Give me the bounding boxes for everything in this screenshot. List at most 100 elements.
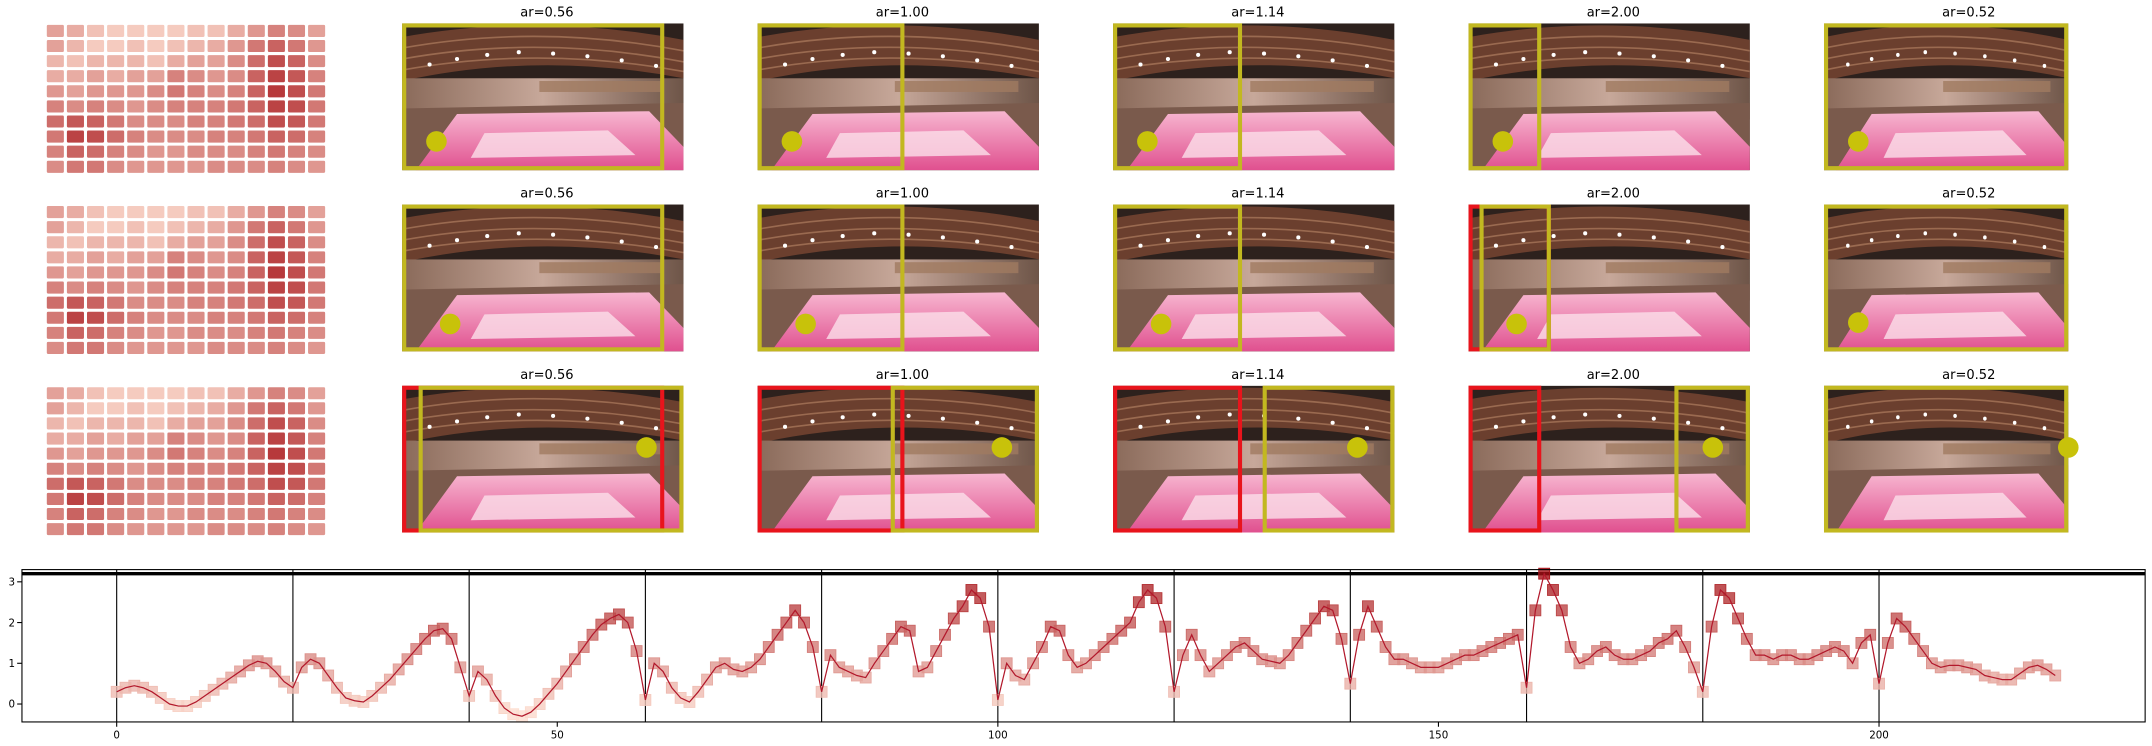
heatmap-cell: [45, 461, 65, 476]
heatmap-cell: [166, 114, 186, 129]
heatmap-cell: [106, 295, 125, 310]
heatmap-cell: [106, 39, 125, 53]
heatmap-cell: [287, 114, 306, 129]
heatmap-cell: [186, 386, 206, 401]
focus-dot: [636, 437, 657, 458]
panel-title: ar=0.52: [1942, 6, 1995, 21]
heatmap-cell: [66, 265, 85, 280]
image-panel: ar=0.56: [402, 6, 684, 171]
heatmap-cell: [106, 159, 125, 174]
heatmap-cell: [246, 24, 266, 38]
heatmap-cell: [66, 325, 85, 340]
heatmap-cell: [106, 325, 125, 340]
heatmap-cell: [166, 280, 186, 295]
heatmap-cell: [66, 220, 85, 235]
heatmap-cell: [146, 99, 166, 114]
heatmap-cell: [206, 492, 226, 506]
heatmap-cell: [86, 295, 105, 310]
panel-title: ar=1.14: [1231, 6, 1284, 21]
photo: [1823, 385, 2069, 533]
heatmap-cell: [166, 205, 186, 219]
heatmap-cell: [86, 310, 105, 325]
heatmap-cell: [206, 205, 226, 219]
focus-dot: [2057, 437, 2079, 458]
heatmap-cell: [267, 69, 286, 84]
heatmap-cell: [307, 220, 326, 235]
heatmap-cell: [246, 280, 266, 295]
red-box: [1113, 385, 1243, 533]
heatmap-cell: [307, 265, 326, 280]
heatmap-cell: [186, 84, 206, 99]
heatmap-cell: [45, 310, 65, 325]
image-panel: ar=1.00: [757, 368, 1039, 533]
heatmap-cell: [307, 476, 326, 491]
photo: [1113, 385, 1395, 533]
panel-title: ar=1.14: [1231, 368, 1284, 383]
heatmap-cell: [45, 416, 65, 431]
x-tick-label: 50: [551, 729, 564, 741]
heatmap-cell: [206, 401, 226, 416]
heatmap-cell: [106, 431, 125, 446]
heatmap-cell: [206, 522, 226, 536]
heatmap-cell: [307, 144, 326, 159]
heatmap-cell: [66, 129, 85, 144]
heatmap-cell: [226, 114, 246, 129]
panel-title: ar=2.00: [1587, 187, 1640, 202]
heatmap-cell: [287, 492, 306, 506]
heatmap-cell: [126, 250, 146, 265]
image-panel: ar=1.00: [757, 6, 1039, 171]
heatmap-cell: [126, 159, 146, 174]
heatmap-cell: [86, 144, 105, 159]
heatmap-cell: [166, 492, 186, 506]
heatmap-cell: [126, 431, 146, 446]
heatmap-cell: [66, 310, 85, 325]
heatmap-cell: [267, 250, 286, 265]
image-panel: ar=0.56: [402, 368, 684, 533]
heatmap-cell: [267, 129, 286, 144]
heatmap-cell: [287, 476, 306, 491]
line-chart: 0 50 100 150 200 0 1 2 3: [9, 567, 2146, 741]
yellow-box: [1823, 23, 2069, 171]
heatmap-cell: [226, 476, 246, 491]
heatmap-cell: [66, 386, 85, 401]
heatmap-cell: [166, 235, 186, 250]
heatmap-cell: [66, 476, 85, 491]
heatmap-cell: [287, 522, 306, 536]
panel-title: ar=0.56: [520, 368, 573, 383]
heatmap-cell: [146, 401, 166, 416]
heatmap-cell: [307, 99, 326, 114]
heatmap-cell: [166, 84, 186, 99]
heatmap-cell: [186, 99, 206, 114]
heatmap-cell: [66, 250, 85, 265]
heatmap-cell: [226, 159, 246, 174]
heatmap-cell: [106, 24, 125, 38]
heatmap-cell: [146, 416, 166, 431]
heatmap-cell: [106, 84, 125, 99]
focus-dot: [1137, 131, 1158, 152]
yellow-box: [1823, 204, 2069, 352]
heatmap-cell: [267, 461, 286, 476]
heatmap-cell: [287, 250, 306, 265]
heatmap-cell: [226, 522, 246, 536]
heatmap-cell: [226, 265, 246, 280]
heatmap-cell: [186, 205, 206, 219]
heatmap-cell: [246, 129, 266, 144]
heatmap-cell: [146, 341, 166, 355]
heatmap-cell: [287, 205, 306, 219]
heatmap-cell: [287, 39, 306, 53]
heatmap-cell: [126, 341, 146, 355]
heatmap-cell: [287, 159, 306, 174]
heatmap-cell: [307, 416, 326, 431]
heatmap-cell: [86, 54, 105, 68]
photo: [757, 23, 1039, 171]
heatmap-cell: [86, 416, 105, 431]
image-panel: ar=1.00: [757, 187, 1039, 352]
heatmap-cell: [86, 205, 105, 219]
heatmap-cell: [267, 144, 286, 159]
heatmap-cell: [267, 325, 286, 340]
red-box: [757, 385, 905, 533]
heatmap-cell: [206, 325, 226, 340]
heatmap-cell: [66, 24, 85, 38]
heatmap-cell: [86, 235, 105, 250]
y-tick-label: 1: [9, 658, 16, 670]
